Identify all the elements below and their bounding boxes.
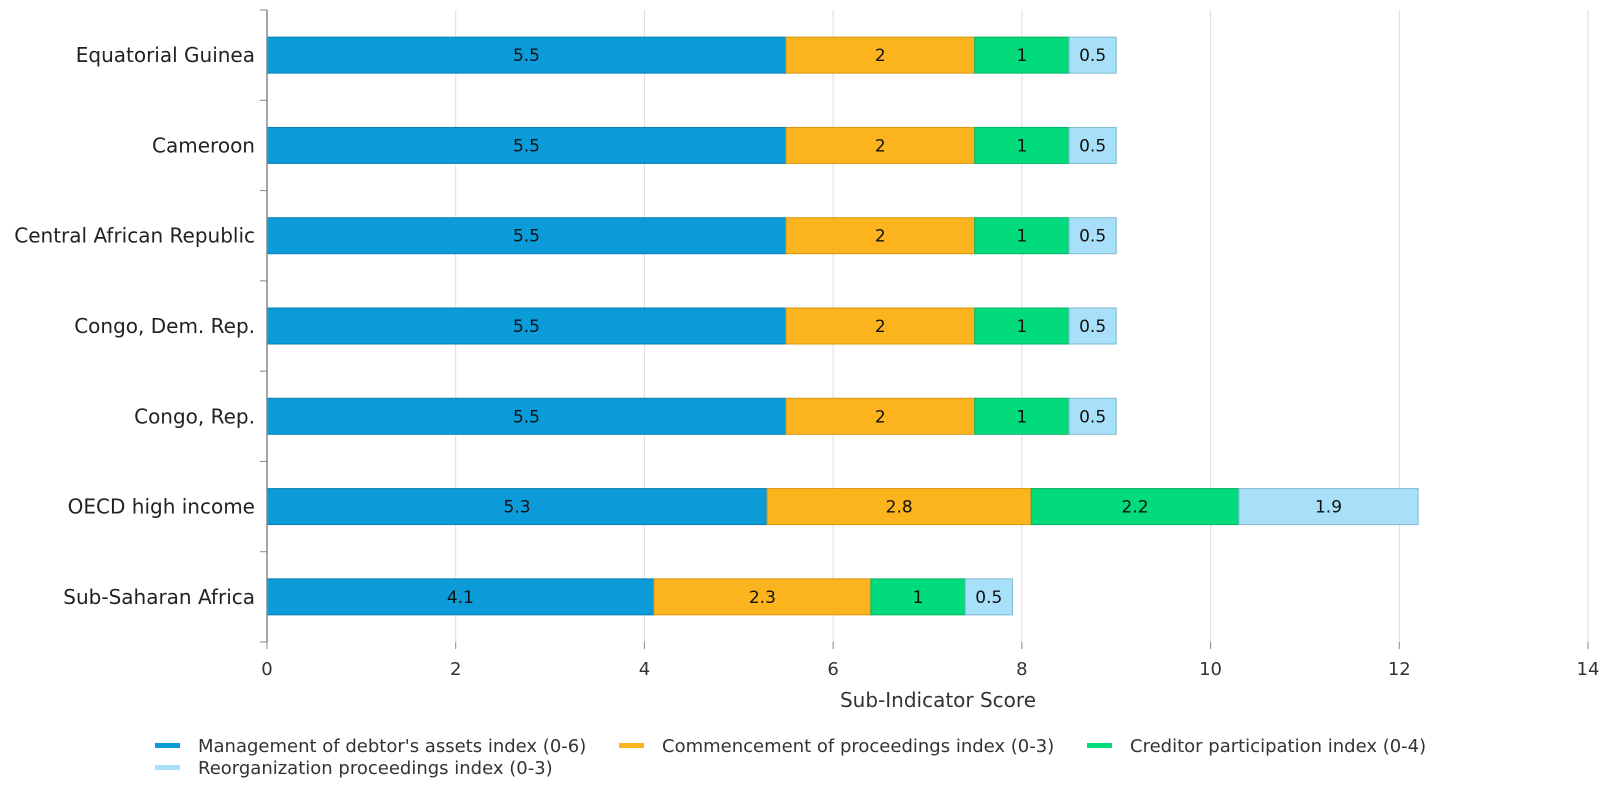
bar-segment	[266, 488, 768, 526]
data-label: 5.5	[513, 46, 540, 66]
bar-segment	[1068, 397, 1117, 435]
bar-segment	[1238, 488, 1419, 526]
x-tick-label: 10	[1199, 659, 1222, 680]
category-labels: Equatorial Guinea Cameroon Central African…	[14, 43, 255, 609]
data-label: 5.5	[513, 136, 540, 156]
bar-segment	[974, 217, 1070, 255]
data-label: 0.5	[1079, 136, 1106, 156]
category-label: Equatorial Guinea	[76, 43, 255, 67]
bar-segment	[653, 578, 872, 616]
x-tick-label: 14	[1577, 659, 1600, 680]
data-label: 1.9	[1315, 498, 1342, 518]
data-label: 1	[1016, 407, 1027, 427]
data-label: 1	[1016, 227, 1027, 247]
x-tick-label: 12	[1388, 659, 1411, 680]
bar-segment	[266, 126, 787, 164]
legend-swatch	[155, 765, 180, 770]
bar-segment	[1068, 307, 1117, 345]
x-tick-labels: 0 2 4 6 8 10 12 14	[261, 659, 1599, 680]
category-label: Congo, Rep.	[134, 404, 255, 428]
data-label: 0.5	[1079, 46, 1106, 66]
x-tick-label: 4	[639, 659, 650, 680]
data-label: 0.5	[1079, 407, 1106, 427]
category-label: Central African Republic	[14, 224, 255, 248]
data-label: 0.5	[975, 588, 1002, 608]
category-label: Cameroon	[152, 133, 255, 157]
data-label: 2.3	[749, 588, 776, 608]
legend-label: Management of debtor's assets index (0-6…	[198, 736, 586, 757]
bar-segment	[785, 307, 976, 345]
bars: 5.5 2 1 0.5 5.5 2 1 0.5 5.5 2 1 0.5 5.5 2 1 0.5 5.5 2 1 0.5…	[266, 36, 1419, 616]
category-label: Congo, Dem. Rep.	[74, 314, 255, 338]
data-label: 0.5	[1079, 227, 1106, 247]
x-tick-label: 2	[450, 659, 461, 680]
data-label: 5.3	[504, 498, 531, 518]
legend-swatch	[155, 743, 180, 748]
data-label: 2.2	[1122, 498, 1149, 518]
data-label: 1	[1016, 136, 1027, 156]
x-tick-label: 6	[827, 659, 838, 680]
bar-segment	[1030, 488, 1240, 526]
data-label: 2	[875, 46, 886, 66]
bar-segment	[785, 36, 976, 74]
bar-segment	[266, 578, 655, 616]
legend-label: Commencement of proceedings index (0-3)	[662, 736, 1054, 757]
bar-segment	[974, 307, 1070, 345]
data-label: 1	[1016, 317, 1027, 337]
bar-segment	[266, 397, 787, 435]
data-label: 0.5	[1079, 317, 1106, 337]
legend-swatch	[1087, 743, 1112, 748]
data-label: 2.8	[886, 498, 913, 518]
bar-segment	[1068, 36, 1117, 74]
bar-segment	[266, 307, 787, 345]
data-label: 5.5	[513, 227, 540, 247]
data-label: 2	[875, 136, 886, 156]
category-label: OECD high income	[68, 495, 255, 519]
data-label: 1	[1016, 46, 1027, 66]
bar-segment	[1068, 217, 1117, 255]
axes	[260, 9, 1589, 649]
legend-label: Reorganization proceedings index (0-3)	[198, 758, 553, 779]
x-tick-label: 0	[261, 659, 272, 680]
legend-label: Creditor participation index (0-4)	[1130, 736, 1426, 757]
bar-segment	[974, 397, 1070, 435]
legend-swatch	[619, 743, 644, 748]
data-label: 2	[875, 407, 886, 427]
data-label: 5.5	[513, 317, 540, 337]
bar-segment	[974, 36, 1070, 74]
category-label: Sub-Saharan Africa	[63, 585, 255, 609]
data-label: 4.1	[447, 588, 474, 608]
data-label: 5.5	[513, 407, 540, 427]
bar-segment	[1068, 126, 1117, 164]
data-label: 2	[875, 317, 886, 337]
bar-segment	[766, 488, 1032, 526]
x-axis-title: Sub-Indicator Score	[840, 688, 1036, 712]
legend: Management of debtor's assets index (0-6…	[155, 736, 1426, 779]
bar-segment	[785, 126, 976, 164]
bar-segment	[964, 578, 1013, 616]
data-label: 2	[875, 227, 886, 247]
data-label: 1	[913, 588, 924, 608]
x-tick-label: 8	[1016, 659, 1027, 680]
